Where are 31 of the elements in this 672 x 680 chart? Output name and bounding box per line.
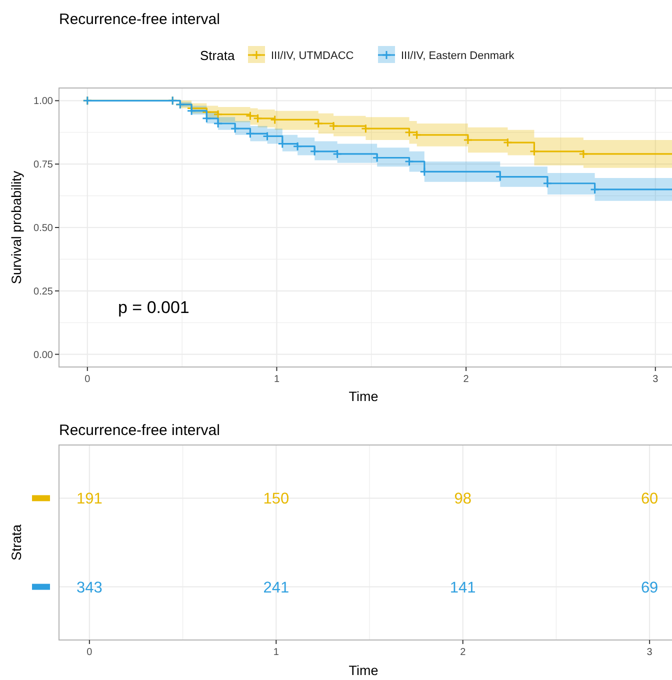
y-tick-label: 0.50 [34, 223, 54, 234]
x-tick-label: 2 [460, 647, 466, 658]
y-tick-label: 0.75 [34, 160, 54, 171]
y-tick-label: 1.00 [34, 96, 54, 108]
data-label: 241 [263, 579, 290, 596]
y-axis-title: Survival probability [9, 170, 24, 284]
data-label: 98 [454, 490, 472, 508]
data-label: 150 [263, 490, 290, 508]
legend-label: III/IV, Eastern Denmark [401, 50, 515, 62]
data-label: 69 [640, 579, 658, 596]
x-axis-title: Time [348, 663, 378, 678]
y-tick-label: 0.00 [34, 350, 54, 361]
data-label: 141 [450, 579, 476, 596]
legend-label: III/IV, UTMDACC [271, 50, 354, 62]
legend-title: Strata [200, 48, 236, 63]
x-tick-label: 3 [652, 374, 659, 385]
x-axis-title: Time [348, 389, 378, 404]
x-tick-label: 3 [646, 647, 653, 658]
x-tick-label: 1 [273, 647, 280, 658]
annotation: p = 0.001 [118, 298, 190, 317]
y-tick-label: 0.25 [34, 286, 54, 298]
x-tick-label: 1 [274, 374, 280, 385]
y-axis-title: Strata [9, 524, 24, 561]
data-label: 343 [76, 579, 102, 596]
x-tick-label: 0 [86, 647, 93, 658]
chart-title: Recurrence-free interval [59, 11, 220, 28]
chart-title: Recurrence-free interval [59, 422, 220, 439]
x-tick-label: 0 [84, 374, 91, 385]
x-tick-label: 2 [463, 374, 470, 385]
data-label: 191 [76, 490, 102, 508]
data-label: 60 [640, 490, 659, 508]
